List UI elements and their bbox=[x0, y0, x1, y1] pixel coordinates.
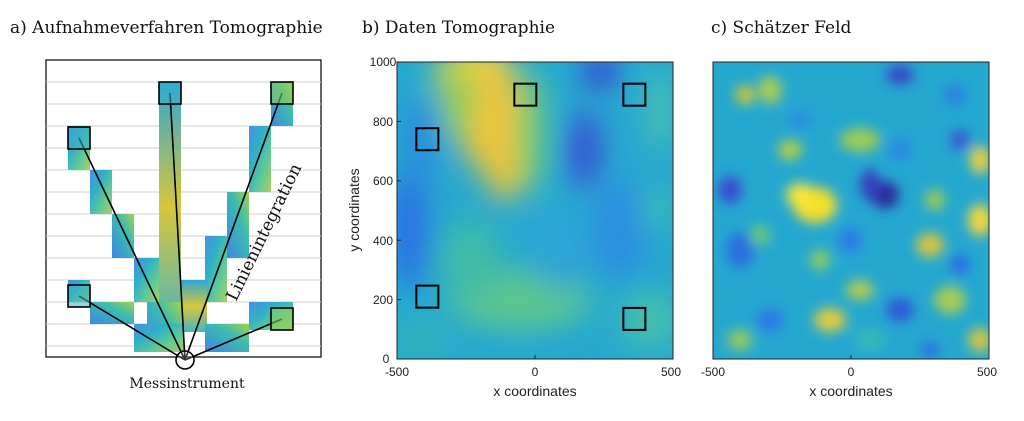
x-tick-500: 500 bbox=[661, 365, 681, 379]
y-tick-400: 400 bbox=[373, 234, 393, 248]
sensor-marker-1 bbox=[513, 82, 538, 107]
x-tick-neg500: -500 bbox=[385, 365, 409, 379]
sensor-marker-3 bbox=[415, 284, 440, 309]
sensor-marker-2 bbox=[622, 82, 647, 107]
x-tick-0: 0 bbox=[532, 365, 539, 379]
sensor-box bbox=[158, 81, 182, 105]
sensor-box bbox=[270, 81, 294, 105]
sensor-box bbox=[67, 284, 91, 308]
y-tick-200: 200 bbox=[373, 293, 393, 307]
panel-c-title: c) Schätzer Feld bbox=[711, 18, 852, 38]
y-tick-1000: 1000 bbox=[370, 55, 397, 69]
ray-line bbox=[184, 92, 283, 361]
x-tick-0: 0 bbox=[848, 365, 855, 379]
y-tick-0: 0 bbox=[383, 352, 390, 366]
sensor-box bbox=[270, 307, 294, 331]
panel-a-diagram: Linienintegration Messinstrument bbox=[45, 59, 322, 392]
instrument-label: Messinstrument bbox=[129, 376, 245, 392]
integration-lines bbox=[78, 92, 283, 361]
sensor-marker-0 bbox=[415, 127, 440, 152]
panel-b-xlabel: x coordinates bbox=[493, 383, 576, 399]
ray-line bbox=[169, 92, 186, 361]
sensor-boxes bbox=[67, 81, 294, 331]
panel-b-ticks bbox=[396, 61, 674, 360]
x-tick-neg500: -500 bbox=[701, 365, 725, 379]
panel-c-heatmap: -500 0 500 x coordinates bbox=[701, 61, 997, 399]
panel-c-ticks bbox=[712, 355, 990, 359]
sensor-marker-4 bbox=[622, 306, 647, 331]
panel-b-heatmap: 1000 800 600 400 200 0 -500 0 500 x coor… bbox=[346, 55, 681, 399]
panel-a-title: a) Aufnahmeverfahren Tomographie bbox=[10, 18, 323, 38]
panel-b-title: b) Daten Tomographie bbox=[362, 18, 556, 38]
instrument-icon bbox=[175, 350, 195, 370]
ray-line bbox=[78, 295, 186, 361]
panel-b-markers bbox=[415, 82, 647, 331]
panel-c-xlabel: x coordinates bbox=[809, 383, 892, 399]
panel-b-ylabel: y coordinates bbox=[346, 168, 362, 251]
ray-line bbox=[184, 318, 283, 361]
ray-line bbox=[78, 137, 186, 361]
y-tick-600: 600 bbox=[373, 174, 393, 188]
x-tick-500: 500 bbox=[977, 365, 997, 379]
sensor-box bbox=[67, 126, 91, 150]
y-tick-800: 800 bbox=[373, 115, 393, 129]
